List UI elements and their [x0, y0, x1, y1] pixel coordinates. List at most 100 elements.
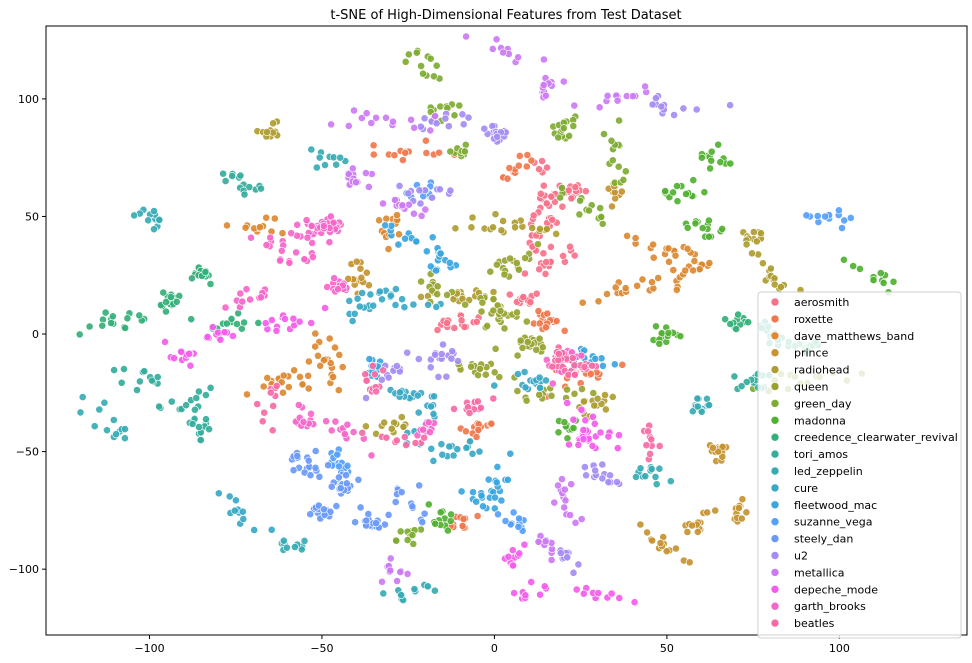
- data-point: [396, 527, 405, 536]
- data-point: [535, 165, 543, 174]
- data-point: [391, 196, 399, 204]
- data-point: [308, 253, 317, 261]
- data-point: [571, 518, 580, 527]
- data-point: [487, 419, 496, 428]
- data-point: [672, 285, 681, 294]
- legend-marker: [770, 348, 780, 358]
- data-point: [369, 141, 378, 150]
- data-point: [353, 294, 362, 303]
- data-point: [407, 115, 415, 124]
- data-point: [382, 433, 391, 442]
- data-point: [582, 471, 590, 480]
- data-point: [673, 197, 682, 206]
- data-point: [472, 433, 481, 441]
- data-point: [287, 229, 296, 238]
- data-point: [777, 283, 785, 291]
- legend-label: dave_matthews_band: [794, 330, 914, 343]
- data-point: [503, 174, 512, 183]
- y-tick-label: 50: [25, 210, 39, 223]
- data-point: [205, 425, 213, 434]
- data-point: [714, 447, 723, 456]
- data-point: [705, 216, 713, 225]
- data-point: [705, 232, 713, 241]
- data-point: [472, 317, 481, 326]
- data-point: [432, 119, 441, 128]
- data-point: [683, 223, 692, 232]
- data-point: [294, 401, 303, 409]
- data-point: [457, 316, 466, 325]
- data-point: [219, 169, 227, 178]
- data-point: [535, 373, 544, 382]
- data-point: [206, 280, 215, 288]
- data-point: [603, 91, 612, 100]
- data-point: [430, 586, 439, 595]
- data-point: [540, 582, 549, 591]
- data-point: [559, 77, 568, 86]
- legend-item-dave-matthews-band: dave_matthews_band: [770, 330, 914, 343]
- legend-marker: [770, 432, 780, 442]
- data-point: [565, 131, 573, 140]
- data-point: [480, 124, 489, 133]
- data-point: [647, 464, 656, 473]
- legend-marker: [770, 314, 780, 324]
- axes: −100 −50 0 50 100 −100 −50 0 50 100: [9, 25, 968, 655]
- data-point: [840, 216, 849, 225]
- data-point: [397, 413, 406, 421]
- data-point: [570, 361, 579, 370]
- data-point: [427, 402, 435, 411]
- data-point: [585, 206, 593, 215]
- data-point: [648, 100, 657, 109]
- data-point: [123, 314, 132, 323]
- data-point: [362, 268, 371, 277]
- data-point: [429, 456, 438, 465]
- data-point: [486, 267, 495, 276]
- data-point: [821, 212, 829, 221]
- data-point: [334, 473, 343, 482]
- data-point: [693, 402, 702, 411]
- data-point: [263, 128, 271, 136]
- data-point: [202, 415, 210, 424]
- legend-label: u2: [794, 550, 808, 563]
- legend-marker: [770, 568, 780, 577]
- data-point: [236, 289, 245, 298]
- data-point: [410, 123, 419, 132]
- data-point: [617, 187, 626, 196]
- data-point: [432, 61, 441, 70]
- data-point: [293, 451, 302, 460]
- data-point: [526, 298, 535, 306]
- x-tick-label: 100: [829, 642, 850, 655]
- data-point: [190, 405, 199, 414]
- data-point: [581, 187, 590, 196]
- data-point: [737, 382, 746, 391]
- data-point: [569, 568, 578, 577]
- data-point: [331, 343, 339, 352]
- data-point: [534, 240, 542, 249]
- data-point: [241, 223, 250, 232]
- data-point: [447, 510, 455, 519]
- data-point: [368, 361, 377, 370]
- data-point: [240, 190, 249, 199]
- data-point: [513, 387, 522, 395]
- data-point: [238, 297, 247, 306]
- legend-marker: [770, 483, 780, 493]
- data-point: [543, 309, 552, 318]
- data-point: [565, 440, 573, 449]
- data-point: [671, 251, 680, 260]
- data-point: [669, 266, 678, 274]
- data-point: [613, 478, 621, 486]
- data-point: [528, 224, 537, 232]
- data-point: [685, 558, 694, 567]
- data-point: [566, 511, 574, 519]
- data-point: [648, 278, 656, 287]
- data-point: [459, 120, 468, 129]
- data-point: [529, 211, 538, 220]
- data-point: [240, 318, 248, 327]
- data-point: [386, 554, 395, 563]
- legend-item-suzanne-vega: suzanne_vega: [770, 516, 872, 529]
- data-point: [306, 471, 315, 480]
- data-point: [416, 122, 425, 131]
- legend-label: beatles: [794, 617, 835, 630]
- data-point: [543, 225, 551, 233]
- data-point: [554, 133, 563, 142]
- data-point: [846, 213, 855, 222]
